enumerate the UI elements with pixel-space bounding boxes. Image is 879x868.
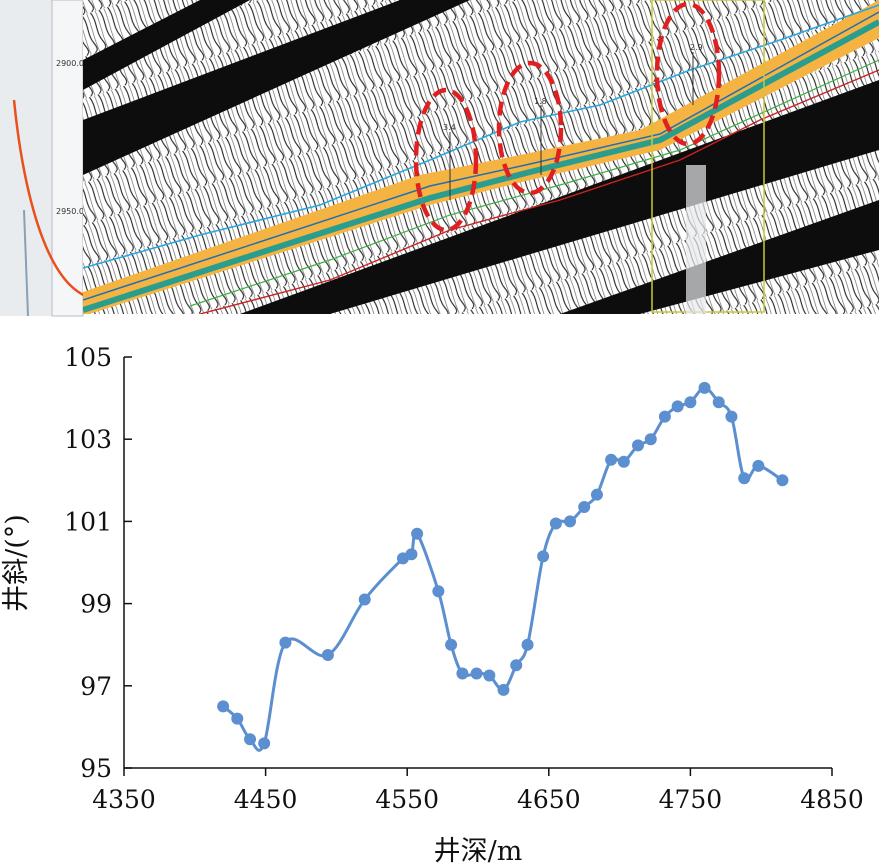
y-ticks: 95 97 99 101 103 105	[64, 343, 132, 783]
x-tick-label: 4450	[234, 785, 298, 814]
data-point	[521, 638, 534, 651]
y-tick-label: 99	[80, 590, 112, 619]
depth-track	[51, 0, 84, 317]
x-axis-title: 井深/m	[434, 836, 523, 867]
data-point	[411, 527, 424, 540]
series-points	[217, 381, 789, 750]
data-point	[698, 381, 711, 394]
data-point	[537, 550, 550, 563]
red-trace	[199, 69, 879, 314]
highlight-ellipse	[496, 60, 564, 196]
blue-trace	[83, 4, 879, 269]
reflector-band	[83, 0, 250, 90]
data-point	[632, 439, 645, 452]
data-point	[321, 648, 334, 661]
y-tick-label: 105	[64, 343, 112, 372]
data-point	[258, 737, 271, 750]
data-point	[231, 712, 244, 725]
data-point	[432, 585, 445, 598]
data-point	[279, 636, 292, 649]
data-point	[712, 396, 725, 409]
data-point	[358, 593, 371, 606]
reflector-band	[560, 200, 879, 314]
data-point	[510, 659, 523, 672]
data-point	[445, 638, 458, 651]
y-tick-label: 103	[64, 425, 112, 454]
reference-log-line	[23, 209, 29, 317]
section-box-gap	[686, 165, 706, 314]
seismic-panel: 2900.0 2950.0	[0, 0, 879, 317]
data-point	[549, 517, 562, 530]
x-tick-label: 4750	[659, 785, 723, 814]
reflector-band	[83, 0, 470, 175]
x-tick-label: 4350	[92, 785, 156, 814]
formation-band	[83, 0, 879, 314]
data-point	[497, 683, 510, 696]
data-point	[644, 433, 657, 446]
depth-label-bottom: 2950.0	[56, 207, 84, 216]
data-point	[605, 453, 618, 466]
data-point	[217, 700, 230, 713]
x-tick-label: 4550	[375, 785, 439, 814]
data-point	[456, 667, 469, 680]
x-tick-label: 4650	[517, 785, 581, 814]
highlight-ellipse	[413, 87, 479, 233]
data-point	[405, 548, 418, 561]
x-tick-label: 4850	[800, 785, 864, 814]
data-point	[738, 472, 751, 485]
depth-label-top: 2900.0	[56, 59, 84, 68]
highlight-ellipse	[654, 1, 722, 147]
data-point	[564, 515, 577, 528]
seismic-section	[83, 0, 879, 314]
y-tick-label: 97	[80, 672, 112, 701]
y-tick-label: 101	[64, 507, 112, 536]
ellipse-label: 3.4	[443, 123, 456, 132]
ellipse-label: 1.8	[534, 97, 547, 106]
data-point	[684, 396, 697, 409]
data-point	[617, 455, 630, 468]
data-point	[483, 669, 496, 682]
green-trace	[189, 59, 879, 307]
data-point	[244, 733, 257, 746]
data-point	[776, 474, 789, 487]
reflector-band	[240, 80, 879, 314]
data-point	[752, 459, 765, 472]
ellipse-label: 2.9	[690, 43, 703, 52]
data-point	[658, 410, 671, 423]
section-box	[651, 0, 765, 313]
series-line	[222, 386, 784, 752]
data-point	[470, 667, 483, 680]
data-point	[578, 501, 591, 514]
x-ticks: 4350 4450 4550 4650 4750 4850	[92, 768, 864, 814]
data-point	[725, 410, 738, 423]
y-tick-label: 95	[80, 754, 112, 783]
inclination-chart: 95 97 99 101 103 105 4350 4450 4550 4650 4750 4850…	[1, 343, 864, 867]
data-point	[590, 488, 603, 501]
data-point	[671, 400, 684, 413]
inner-layer	[83, 19, 879, 313]
layer-line	[83, 11, 879, 301]
y-axis-title: 井斜/(°)	[1, 514, 32, 612]
